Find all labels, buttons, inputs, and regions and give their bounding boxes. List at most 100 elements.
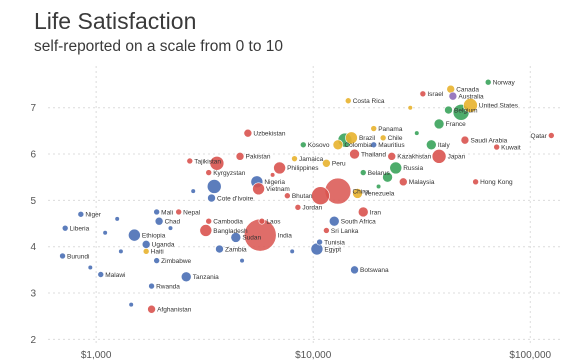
data-point <box>408 105 413 110</box>
data-point <box>370 141 378 149</box>
point-label: Kazakhstan <box>397 154 431 161</box>
point-label: Rwanda <box>156 283 180 290</box>
data-point <box>235 152 245 161</box>
data-point <box>97 271 105 278</box>
point-label: Thailand <box>361 151 386 158</box>
point-label: Chad <box>165 219 181 226</box>
data-point <box>359 169 367 176</box>
point-label: Zambia <box>225 246 247 253</box>
y-tick-label: 7 <box>30 103 36 114</box>
point-label: Canada <box>456 86 479 93</box>
x-tick-label: $100,000 <box>509 350 551 361</box>
point-label: Zimbabwe <box>161 258 191 265</box>
point-label: Tanzania <box>193 274 219 281</box>
data-points <box>59 78 555 314</box>
point-labels: Norway Canada Israel Australia Costa Rica Uni… <box>67 80 548 314</box>
data-point <box>77 210 85 218</box>
data-point <box>148 282 155 290</box>
data-point <box>299 141 307 149</box>
point-label: Nigeria <box>264 179 285 186</box>
data-point <box>290 249 295 254</box>
data-point <box>147 304 156 314</box>
point-label: Cambodia <box>213 219 243 226</box>
data-point <box>398 177 408 187</box>
data-point <box>493 143 500 151</box>
data-point <box>258 217 266 225</box>
point-label: Kyrgyzstan <box>213 170 246 177</box>
data-point <box>141 240 151 249</box>
point-label: Saudi Arabia <box>470 137 507 144</box>
point-label: Panama <box>378 126 403 133</box>
data-point <box>344 97 352 105</box>
point-label: China <box>352 188 369 195</box>
point-label: Pakistan <box>246 154 271 161</box>
data-point <box>207 193 216 203</box>
point-label: Bangladesh <box>213 228 248 235</box>
y-tick-label: 3 <box>30 289 36 300</box>
point-label: Uganda <box>152 242 175 249</box>
data-point <box>444 105 453 115</box>
point-label: Iran <box>370 209 382 216</box>
data-point <box>463 98 478 113</box>
point-label: Burundi <box>67 253 89 260</box>
point-label: Uzbekistan <box>253 130 286 137</box>
data-point <box>379 134 387 142</box>
point-label: Liberia <box>70 225 90 232</box>
point-label: Botswana <box>360 267 389 274</box>
data-point <box>243 128 253 138</box>
point-label: South Africa <box>341 219 376 226</box>
data-point <box>175 208 182 216</box>
point-label: Brazil <box>359 135 376 142</box>
point-label: Mali <box>161 209 173 216</box>
data-point <box>345 131 358 145</box>
point-label: Norway <box>493 80 516 87</box>
point-label: Belgium <box>454 107 477 114</box>
point-label: Niger <box>85 212 101 219</box>
data-point <box>350 265 359 275</box>
data-point <box>128 228 141 242</box>
point-label: Italy <box>438 142 451 149</box>
data-point <box>352 188 363 199</box>
data-point <box>316 238 323 246</box>
point-label: Ethiopia <box>142 232 166 239</box>
data-point <box>199 224 213 237</box>
data-point <box>115 216 120 221</box>
data-point <box>284 192 291 200</box>
data-point <box>154 216 164 226</box>
data-point <box>426 139 437 151</box>
point-label: Japan <box>448 154 466 161</box>
point-label: Hong Kong <box>480 179 513 186</box>
y-tick-label: 5 <box>30 196 36 207</box>
point-label: Haiti <box>151 249 164 256</box>
data-point <box>205 217 213 225</box>
data-point <box>186 157 194 165</box>
data-point <box>332 139 344 151</box>
data-point <box>328 215 340 227</box>
data-point <box>323 227 330 234</box>
data-point <box>270 172 275 177</box>
data-point <box>240 258 245 263</box>
point-label: Costa Rica <box>353 98 385 105</box>
point-label: Laos <box>266 219 281 226</box>
point-label: Australia <box>458 93 484 100</box>
point-label: Vietnam <box>266 186 290 193</box>
chart-subtitle: self-reported on a scale from 0 to 10 <box>34 38 283 55</box>
data-point <box>324 177 352 205</box>
point-label: Chile <box>388 135 403 142</box>
point-label: Nepal <box>183 209 201 216</box>
point-label: Colombia <box>344 142 372 149</box>
x-tick-label: $1,000 <box>81 350 112 361</box>
point-label: Belarus <box>368 170 391 177</box>
point-label: Sri Lanka <box>331 228 359 235</box>
chart-title: Life Satisfaction <box>34 8 197 34</box>
point-label: Afghanistan <box>157 307 192 314</box>
point-label: Venezuela <box>364 191 395 198</box>
data-point <box>129 302 134 307</box>
data-point <box>484 78 492 86</box>
data-point <box>370 125 378 132</box>
data-point <box>180 271 192 283</box>
point-label: Sudan <box>242 235 261 242</box>
point-label: United States <box>479 103 519 110</box>
data-point <box>168 226 173 231</box>
data-point <box>548 132 555 139</box>
